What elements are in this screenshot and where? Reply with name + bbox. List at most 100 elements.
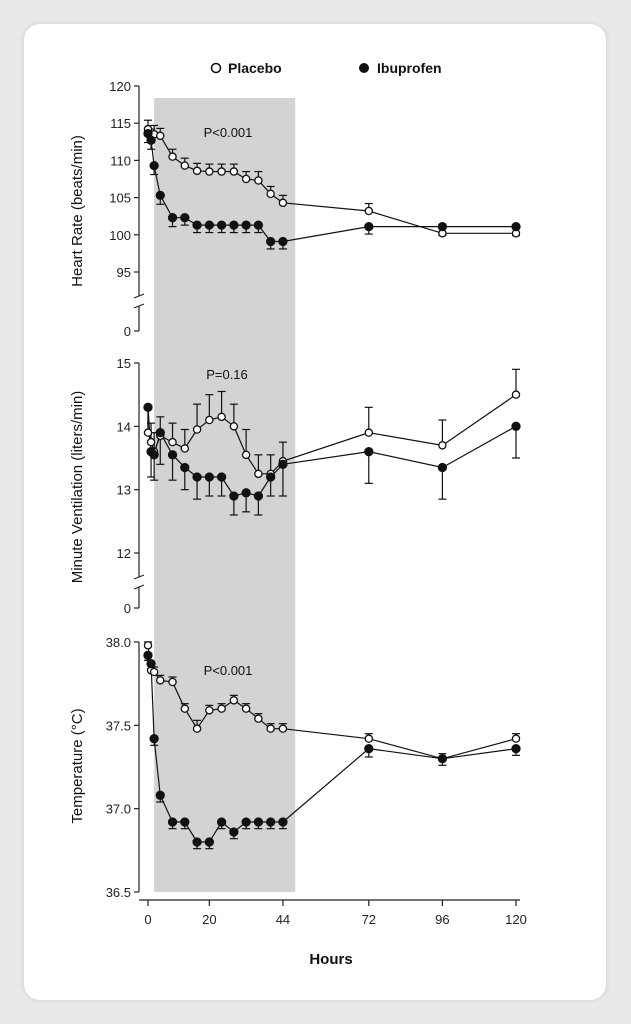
legend-placebo-marker [210, 62, 222, 74]
heart-rate-placebo-point [241, 174, 251, 184]
ventilation-placebo-point [192, 425, 202, 434]
ventilation-ibuprofen-point [192, 472, 202, 482]
ventilation-placebo-point [168, 437, 177, 447]
heart-rate-y-tick-label: 115 [110, 116, 131, 131]
ventilation-ibuprofen-point [216, 472, 227, 482]
temperature-ibuprofen-point [143, 650, 153, 660]
heart-rate-placebo-point [229, 167, 239, 176]
heart-rate-placebo-point [217, 167, 226, 176]
y-axis-label-temperature: Temperature (°C) [69, 708, 86, 823]
ventilation-y-tick-label: 0 [124, 601, 131, 616]
ventilation-ibuprofen-point [253, 491, 264, 501]
temperature-placebo-point [192, 724, 202, 733]
x-tick-label: 0 [144, 912, 151, 927]
ventilation-placebo-point [217, 412, 226, 422]
temperature-ibuprofen-point [149, 734, 159, 744]
temperature-placebo-point [511, 734, 521, 743]
ventilation-ibuprofen-point [364, 447, 374, 457]
x-tick-label: 96 [435, 912, 449, 927]
temperature-placebo-point [266, 724, 275, 733]
heart-rate-ibuprofen-point [192, 220, 202, 230]
heart-rate-placebo-point [156, 131, 165, 141]
temperature-ibuprofen-point [266, 817, 276, 827]
ventilation-ibuprofen-point [229, 491, 239, 501]
temperature-placebo-point [241, 704, 251, 713]
temperature-placebo-point [156, 676, 165, 685]
ventilation-ibuprofen-point [511, 421, 521, 431]
ventilation-ibuprofen-point [167, 450, 178, 460]
ventilation-placebo-point [511, 390, 521, 399]
temperature-ibuprofen-point [253, 817, 264, 827]
heart-rate-ibuprofen-point [216, 220, 227, 230]
heart-rate-ibuprofen-point [278, 236, 288, 247]
ventilation-placebo-point [254, 469, 263, 479]
temperature-placebo-point [143, 641, 153, 650]
heart-rate-ibuprofen-point [364, 221, 374, 232]
ventilation-placebo-point [241, 450, 251, 460]
temperature-placebo-point [254, 714, 263, 723]
heart-rate-axis-break-mark [133, 303, 145, 309]
heart-rate-p-value: P<0.001 [204, 125, 253, 140]
x-tick-label: 72 [362, 912, 376, 927]
temperature-ibuprofen-point [204, 837, 214, 847]
temperature-ibuprofen-point [146, 659, 156, 669]
heart-rate-ibuprofen-point [511, 221, 521, 232]
temperature-placebo-point [180, 704, 190, 713]
temperature-placebo-point [205, 706, 214, 715]
legend-ibuprofen-marker [359, 63, 369, 73]
heart-rate-ibuprofen-point [253, 220, 264, 230]
heart-rate-ibuprofen-point [241, 220, 251, 230]
heart-rate-ibuprofen-point [155, 190, 165, 201]
ventilation-ibuprofen-point [241, 488, 251, 498]
ventilation-placebo-point [438, 441, 447, 450]
y-axis-label-heart-rate: Heart Rate (beats/min) [69, 135, 86, 287]
heart-rate-ibuprofen-point [204, 220, 214, 230]
ventilation-y-tick-label: 14 [117, 419, 131, 434]
temperature-placebo-point [278, 724, 288, 733]
temperature-p-value: P<0.001 [204, 663, 253, 678]
heart-rate-placebo-point [205, 167, 214, 176]
ibuprofen-period-shade [154, 98, 296, 892]
heart-rate-ibuprofen-point [229, 220, 239, 230]
heart-rate-y-tick-label: 95 [117, 265, 131, 280]
heart-rate-ibuprofen-point [167, 213, 178, 223]
heart-rate-y-tick-label: 0 [124, 324, 131, 339]
heart-rate-placebo-point [180, 161, 190, 170]
ventilation-ibuprofen-point [143, 402, 153, 412]
heart-rate-y-tick-label: 110 [110, 153, 131, 168]
figure-card [24, 24, 606, 1000]
temperature-y-tick-label: 37.5 [106, 718, 131, 733]
heart-rate-placebo-point [254, 176, 263, 185]
temperature-ibuprofen-point [364, 744, 374, 754]
x-axis-label: Hours [309, 951, 352, 968]
temperature-y-tick-label: 38.0 [106, 635, 131, 650]
ventilation-placebo-point [143, 428, 153, 437]
ventilation-placebo-point [146, 437, 156, 447]
heart-rate-placebo-point [278, 198, 288, 208]
temperature-placebo-point [149, 667, 159, 677]
temperature-placebo-point [229, 696, 239, 705]
y-axis-label-minute-ventilation: Minute Ventilation (liters/min) [69, 391, 86, 584]
ventilation-axis-break-mark [133, 574, 145, 580]
heart-rate-ibuprofen-point [180, 213, 190, 223]
temperature-ibuprofen-point [216, 817, 227, 827]
heart-rate-ibuprofen-point [146, 135, 156, 145]
ventilation-ibuprofen-point [155, 428, 165, 438]
ventilation-y-tick-label: 12 [117, 546, 131, 561]
heart-rate-ibuprofen-point [266, 236, 276, 247]
x-tick-label: 20 [202, 912, 216, 927]
ventilation-placebo-point [205, 415, 214, 425]
heart-rate-ibuprofen-point [437, 221, 448, 232]
ventilation-placebo-point [364, 428, 374, 437]
ventilation-ibuprofen-point [278, 459, 288, 469]
ventilation-p-value: P=0.16 [206, 367, 248, 382]
heart-rate-placebo-point [192, 166, 202, 176]
ventilation-ibuprofen-point [204, 472, 214, 482]
heart-rate-y-tick-label: 120 [109, 79, 131, 94]
temperature-ibuprofen-point [180, 817, 190, 827]
ventilation-ibuprofen-point [437, 462, 448, 473]
ventilation-y-tick-label: 13 [117, 483, 131, 498]
heart-rate-ibuprofen-point [149, 160, 159, 171]
temperature-ibuprofen-point [511, 744, 521, 754]
ventilation-axis-break-mark [133, 584, 145, 590]
